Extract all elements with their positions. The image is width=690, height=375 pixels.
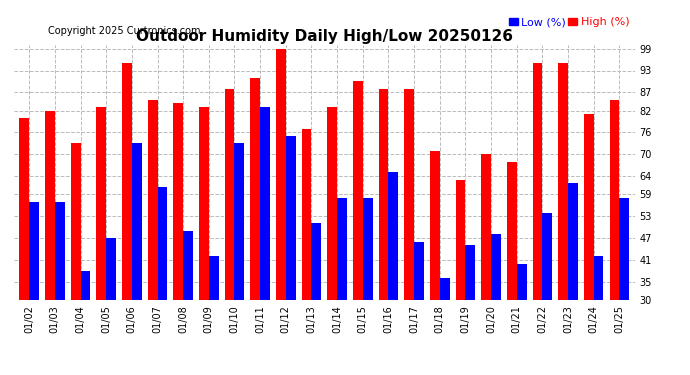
Bar [379, 89, 388, 375]
Bar [55, 202, 65, 375]
Bar [235, 143, 244, 375]
Bar [584, 114, 593, 375]
Bar [491, 234, 501, 375]
Bar [173, 103, 183, 375]
Bar [122, 63, 132, 375]
Bar [517, 264, 526, 375]
Bar [353, 81, 363, 375]
Bar [311, 224, 322, 375]
Bar [199, 107, 209, 375]
Bar [542, 213, 552, 375]
Bar [302, 129, 311, 375]
Legend: Low (%), High (%): Low (%), High (%) [509, 17, 629, 27]
Bar [414, 242, 424, 375]
Bar [45, 111, 55, 375]
Bar [388, 172, 398, 375]
Bar [157, 187, 167, 375]
Bar [455, 180, 466, 375]
Bar [106, 238, 116, 375]
Bar [19, 118, 29, 375]
Bar [507, 162, 517, 375]
Bar [327, 107, 337, 375]
Bar [466, 245, 475, 375]
Bar [610, 100, 620, 375]
Bar [260, 107, 270, 375]
Bar [71, 143, 81, 375]
Bar [430, 151, 440, 375]
Bar [81, 271, 90, 375]
Bar [404, 89, 414, 375]
Bar [29, 202, 39, 375]
Bar [558, 63, 568, 375]
Bar [533, 63, 542, 375]
Bar [620, 198, 629, 375]
Bar [183, 231, 193, 375]
Bar [148, 100, 157, 375]
Bar [132, 143, 141, 375]
Bar [593, 256, 604, 375]
Text: Copyright 2025 Curtronics.com: Copyright 2025 Curtronics.com [48, 26, 201, 36]
Bar [440, 278, 449, 375]
Bar [97, 107, 106, 375]
Bar [568, 183, 578, 375]
Bar [286, 136, 295, 375]
Bar [276, 49, 286, 375]
Bar [225, 89, 235, 375]
Bar [337, 198, 347, 375]
Bar [250, 78, 260, 375]
Bar [363, 198, 373, 375]
Bar [482, 154, 491, 375]
Title: Outdoor Humidity Daily High/Low 20250126: Outdoor Humidity Daily High/Low 20250126 [136, 29, 513, 44]
Bar [209, 256, 219, 375]
